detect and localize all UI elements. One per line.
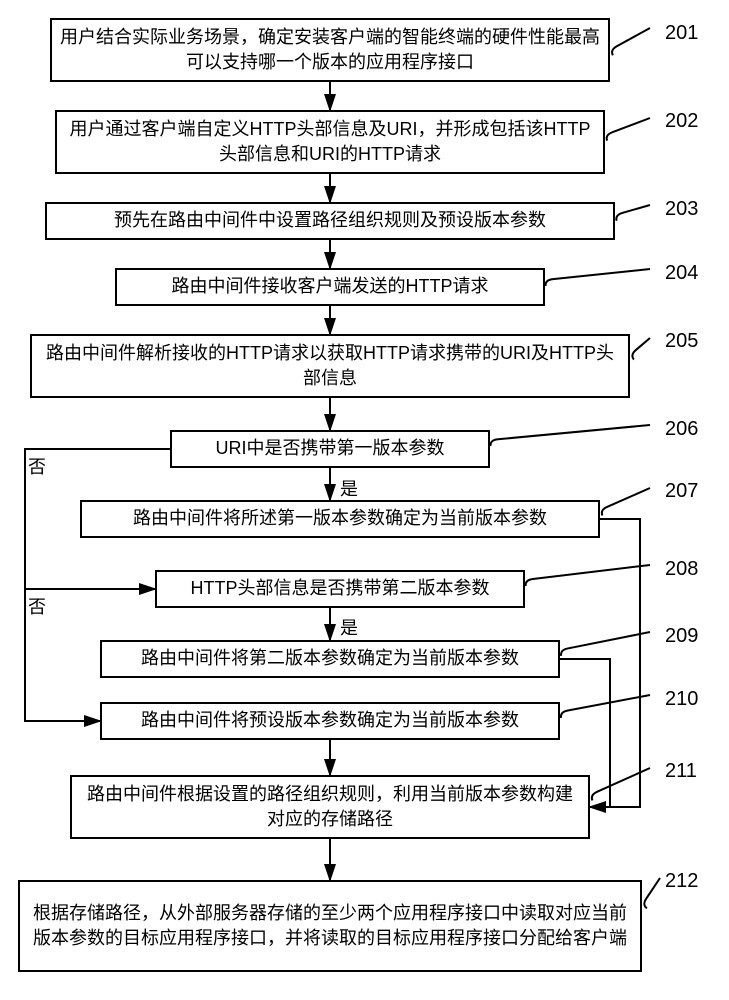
flow-node-text: 路由中间件将第二版本参数确定为当前版本参数 <box>141 646 519 671</box>
flow-node-label: 212 <box>665 870 698 893</box>
flow-node-label: 207 <box>665 480 698 503</box>
flow-node-text: 路由中间件将预设版本参数确定为当前版本参数 <box>141 708 519 733</box>
flow-node-203: 预先在路由中间件中设置路径组织规则及预设版本参数 <box>45 202 615 240</box>
flow-node-text: 用户结合实际业务场景，确定安装客户端的智能终端的硬件性能最高可以支持哪一个版本的… <box>60 25 600 75</box>
flow-node-label: 210 <box>665 688 698 711</box>
flow-node-text: 预先在路由中间件中设置路径组织规则及预设版本参数 <box>114 208 546 233</box>
flow-node-text: 用户通过客户端自定义HTTP头部信息及URI，并形成包括该HTTP头部信息和UR… <box>65 117 595 167</box>
flow-node-label: 206 <box>665 418 698 441</box>
flow-node-label: 201 <box>665 22 698 45</box>
flow-node-text: 路由中间件解析接收的HTTP请求以获取HTTP请求携带的URI及HTTP头部信息 <box>40 341 620 391</box>
flow-node-206: URI中是否携带第一版本参数 <box>170 430 490 468</box>
flow-node-label: 208 <box>665 558 698 581</box>
edge-label: 是 <box>340 475 358 501</box>
edge-label: 否 <box>28 453 46 479</box>
flow-node-text: HTTP头部信息是否携带第二版本参数 <box>191 576 490 601</box>
flow-node-text: URI中是否携带第一版本参数 <box>216 436 445 461</box>
flow-node-label: 209 <box>665 625 698 648</box>
flow-node-212: 根据存储路径，从外部服务器存储的至少两个应用程序接口中读取对应当前版本参数的目标… <box>18 880 642 972</box>
flow-node-208: HTTP头部信息是否携带第二版本参数 <box>155 570 525 608</box>
flow-node-201: 用户结合实际业务场景，确定安装客户端的智能终端的硬件性能最高可以支持哪一个版本的… <box>50 18 610 82</box>
flow-node-210: 路由中间件将预设版本参数确定为当前版本参数 <box>100 702 560 740</box>
flow-node-209: 路由中间件将第二版本参数确定为当前版本参数 <box>100 640 560 678</box>
flowchart-canvas: 用户结合实际业务场景，确定安装客户端的智能终端的硬件性能最高可以支持哪一个版本的… <box>0 0 729 1000</box>
flow-node-text: 根据存储路径，从外部服务器存储的至少两个应用程序接口中读取对应当前版本参数的目标… <box>28 901 632 951</box>
edge-label: 否 <box>28 593 46 619</box>
flow-node-label: 211 <box>665 760 697 783</box>
flow-node-202: 用户通过客户端自定义HTTP头部信息及URI，并形成包括该HTTP头部信息和UR… <box>55 110 605 174</box>
flow-node-text: 路由中间件根据设置的路径组织规则，利用当前版本参数构建对应的存储路径 <box>80 782 580 832</box>
flow-node-205: 路由中间件解析接收的HTTP请求以获取HTTP请求携带的URI及HTTP头部信息 <box>30 334 630 398</box>
flow-node-text: 路由中间件将所述第一版本参数确定为当前版本参数 <box>133 506 547 531</box>
edge-label: 是 <box>340 614 358 640</box>
flow-node-label: 202 <box>665 110 698 133</box>
flow-node-label: 205 <box>665 330 698 353</box>
flow-node-211: 路由中间件根据设置的路径组织规则，利用当前版本参数构建对应的存储路径 <box>70 775 590 839</box>
flow-node-text: 路由中间件接收客户端发送的HTTP请求 <box>172 274 489 299</box>
flow-node-207: 路由中间件将所述第一版本参数确定为当前版本参数 <box>80 500 600 538</box>
flow-node-204: 路由中间件接收客户端发送的HTTP请求 <box>115 268 545 306</box>
flow-node-label: 204 <box>665 262 698 285</box>
flow-node-label: 203 <box>665 198 698 221</box>
